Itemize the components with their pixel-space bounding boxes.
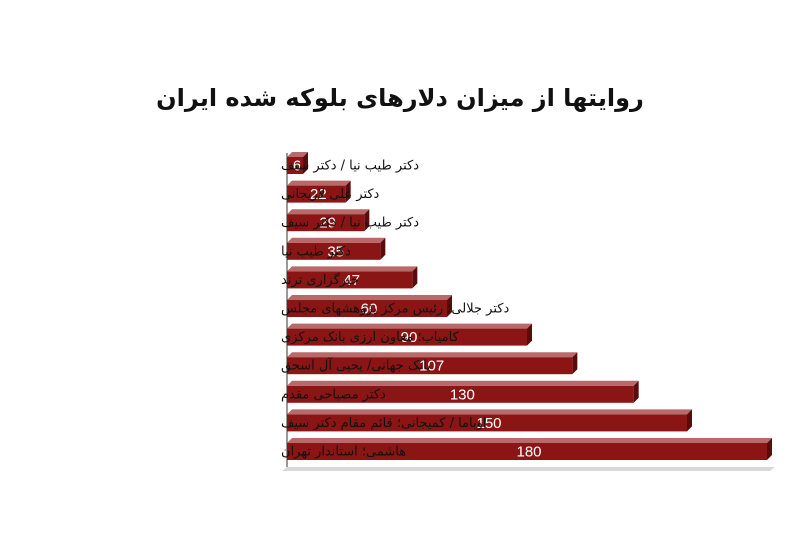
category-label: هاشمی؛ استاندار تهران <box>281 445 406 460</box>
bar-top-face <box>287 438 772 443</box>
bar-side-face <box>687 409 692 432</box>
bar-side-face <box>572 352 578 375</box>
bar-side-face <box>767 438 772 460</box>
category-label: بانک جهانی/ یحیی آل اسحق <box>281 357 431 374</box>
category-label: دکتر طیب نیا / دکتر سیف <box>281 159 419 174</box>
data-label: 180 <box>516 444 541 461</box>
category-label: دکتر طیب نیا / دکتر سیف <box>281 216 419 231</box>
bar-side-face <box>303 152 308 174</box>
data-label: 90 <box>401 329 418 346</box>
data-label: 130 <box>450 386 475 403</box>
data-label: 22 <box>310 186 327 203</box>
bar <box>287 271 413 289</box>
bar-side-face <box>412 266 418 289</box>
data-label: 35 <box>327 243 344 260</box>
data-label: 6 <box>293 158 301 175</box>
bar <box>287 328 527 346</box>
bar <box>287 414 687 432</box>
data-label: 107 <box>419 358 444 375</box>
bar-side-face <box>633 380 639 403</box>
bar <box>287 443 767 460</box>
chart-floor <box>282 467 775 471</box>
bar-top-face <box>287 323 532 329</box>
bar <box>287 300 447 317</box>
data-label: 60 <box>361 301 378 318</box>
bar-top-face <box>287 295 452 300</box>
category-label: دکتر جلالی؛ رئیس مرکز پژوهشهای مجلس <box>281 302 509 317</box>
chart-title: روایتها از میزان دلارهای بلوکه شده ایران <box>156 84 644 112</box>
bar-side-face <box>527 323 532 346</box>
bar-top-face <box>287 380 639 386</box>
data-label: 47 <box>343 272 360 289</box>
bar <box>287 157 303 174</box>
bar <box>287 214 365 232</box>
category-label: دکتر علی لاریجانی <box>281 187 380 202</box>
bar-top-face <box>287 237 386 243</box>
bar-top-face <box>287 152 308 157</box>
category-label: کامیاب؛ معاون ارزی بانک مرکزی <box>281 330 460 345</box>
bar <box>287 385 634 403</box>
bar <box>287 242 381 260</box>
data-label: 150 <box>476 415 501 432</box>
category-label: دکتر مصباحی مقدم <box>281 387 386 402</box>
category-label: خبرگزاری ترند <box>281 272 359 288</box>
bar-side-face <box>380 237 386 260</box>
bar-side-face <box>447 295 452 317</box>
category-label: اوباما / کمیجانی؛ قائم مقام دکتر سیف <box>281 416 486 431</box>
data-label: 29 <box>319 215 336 232</box>
bar-top-face <box>287 209 370 215</box>
bar-top-face <box>287 409 692 415</box>
bar-top-face <box>287 266 418 272</box>
bar-top-face <box>287 352 578 358</box>
bar <box>287 185 346 203</box>
bar-side-face <box>364 209 370 232</box>
bar-top-face <box>287 180 351 186</box>
bar <box>287 357 573 375</box>
category-label: دکتر طیب نیا <box>281 244 351 259</box>
bar-side-face <box>345 180 351 203</box>
